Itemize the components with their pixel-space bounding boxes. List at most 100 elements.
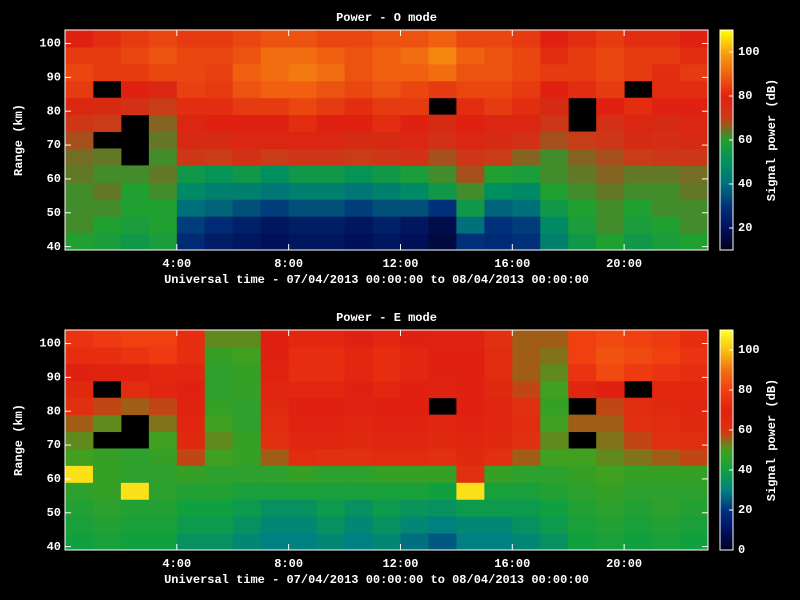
colorbar-swatch: [720, 227, 733, 231]
colorbar-swatch: [720, 37, 733, 41]
heatmap-cell: [540, 131, 569, 149]
heatmap-cell: [344, 216, 374, 234]
heatmap-cell: [652, 30, 681, 48]
heatmap-cell: [232, 148, 262, 166]
colorbar-swatch: [720, 35, 733, 39]
heatmap-cell: [288, 63, 318, 82]
colorbar-swatch: [720, 339, 733, 343]
heatmap-cell: [176, 346, 206, 365]
heatmap-cell: [232, 346, 262, 365]
colorbar-swatch: [720, 447, 733, 451]
heatmap-cell: [652, 46, 681, 65]
heatmap-cell: [596, 533, 625, 551]
heatmap-cell: [484, 233, 513, 251]
heatmap-cell: [316, 431, 346, 449]
heatmap-cell: [65, 448, 94, 466]
heatmap-cell: [148, 182, 178, 200]
heatmap-cell: [176, 516, 206, 534]
heatmap-cell: [652, 63, 681, 82]
heatmap-cell: [65, 516, 94, 534]
heatmap-cell: [344, 131, 374, 149]
heatmap-cell: [456, 431, 485, 449]
colorbar-tick-label: 60: [738, 133, 752, 147]
heatmap-cell: [512, 63, 541, 82]
heatmap-cell: [204, 63, 234, 82]
heatmap-cell: [316, 131, 346, 149]
colorbar-swatch: [720, 125, 733, 129]
heatmap-cell: [484, 533, 513, 551]
colorbar-swatch: [720, 511, 733, 515]
heatmap-cell: [344, 533, 374, 551]
heatmap-cell: [596, 431, 625, 449]
heatmap-cell: [260, 465, 290, 483]
colorbar-swatch: [720, 469, 733, 473]
x-tick-label: 16:00: [494, 557, 530, 571]
heatmap-cell: [204, 499, 234, 517]
x-tick-label: 8:00: [274, 557, 303, 571]
heatmap-cell: [512, 80, 541, 99]
heatmap-cell: [176, 30, 206, 48]
heatmap-cell: [484, 30, 513, 48]
heatmap-cell: [120, 216, 150, 234]
heatmap-cell: [176, 80, 206, 99]
colorbar-swatch: [720, 169, 733, 173]
heatmap-cell: [148, 165, 178, 183]
colorbar-swatch: [720, 329, 733, 333]
heatmap-cell: [596, 482, 625, 500]
chart-title: Power - O mode: [336, 11, 437, 25]
colorbar-swatch: [720, 33, 733, 37]
heatmap-cell: [652, 97, 681, 116]
heatmap-cell: [624, 397, 653, 416]
heatmap-cell: [260, 131, 290, 149]
colorbar-swatch: [720, 463, 733, 467]
colorbar-swatch: [720, 75, 733, 79]
heatmap-cell: [512, 97, 541, 116]
heatmap-cell: [260, 482, 290, 500]
heatmap-cell: [120, 482, 150, 500]
colorbar-swatch: [720, 193, 733, 197]
heatmap-cell: [652, 448, 681, 466]
heatmap-cell: [624, 516, 653, 534]
heatmap-cell: [372, 80, 401, 99]
heatmap-cell: [400, 97, 429, 116]
heatmap-cell: [232, 46, 262, 65]
heatmap-cell: [232, 80, 262, 99]
heatmap-cell: [680, 233, 709, 251]
heatmap-cell: [596, 216, 625, 234]
heatmap-cell: [288, 233, 318, 251]
heatmap-cell: [484, 199, 513, 217]
heatmap-cell: [288, 346, 318, 365]
heatmap-cell: [372, 114, 401, 133]
heatmap-cell: [372, 533, 401, 551]
heatmap-cell: [512, 499, 541, 517]
heatmap-cell: [596, 499, 625, 517]
y-tick-label: 60: [47, 172, 61, 186]
colorbar-swatch: [720, 397, 733, 401]
heatmap-cell: [484, 63, 513, 82]
heatmap-cell: [316, 330, 346, 348]
heatmap-cell: [344, 499, 374, 517]
colorbar-tick-label: 0: [738, 543, 745, 557]
heatmap-cell: [65, 431, 94, 449]
colorbar-swatch: [720, 225, 733, 229]
heatmap-cell: [596, 63, 625, 82]
heatmap-cell: [65, 414, 94, 433]
x-tick-label: 12:00: [382, 557, 418, 571]
colorbar-swatch: [720, 455, 733, 459]
colorbar-swatch: [720, 77, 733, 81]
heatmap-cell: [400, 346, 429, 365]
heatmap-cell: [92, 199, 122, 217]
heatmap-cell: [372, 482, 401, 500]
heatmap-cell: [568, 182, 597, 200]
heatmap-cell: [65, 46, 94, 65]
colorbar-swatch: [720, 521, 733, 525]
heatmap-cell: [428, 431, 457, 449]
heatmap-cell: [652, 199, 681, 217]
colorbar-swatch: [720, 115, 733, 119]
heatmap-cell: [680, 114, 709, 133]
heatmap-cell: [400, 46, 429, 65]
colorbar-swatch: [720, 221, 733, 225]
heatmap-cell: [456, 330, 485, 348]
colorbar-label: Signal power (dB): [765, 379, 779, 501]
heatmap-cell: [288, 30, 318, 48]
